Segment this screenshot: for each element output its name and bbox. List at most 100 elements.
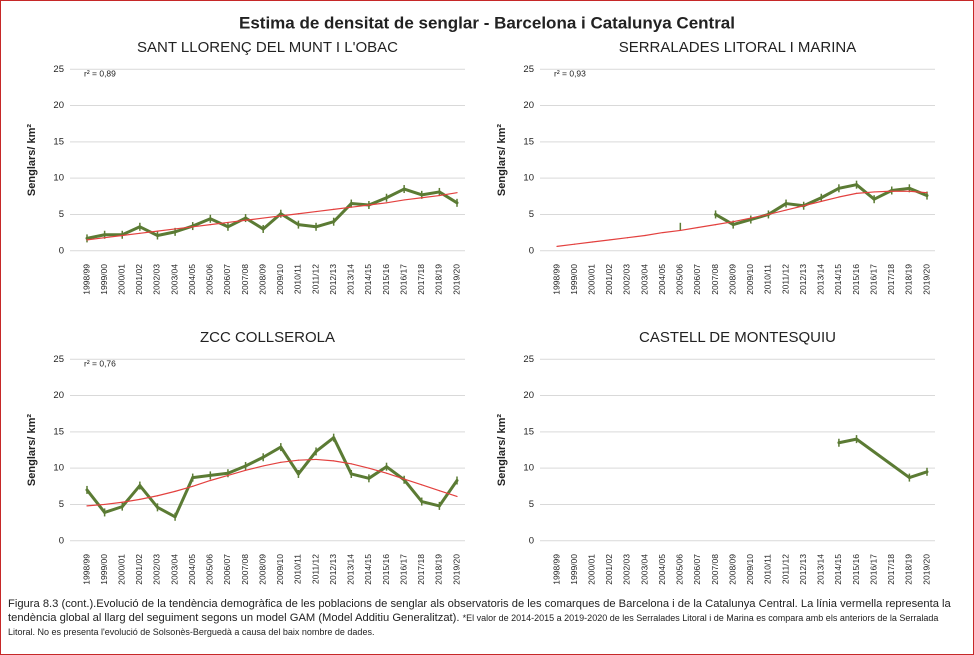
x-tick-label: 1998/99 (551, 554, 561, 585)
x-tick-label: 2017/18 (416, 264, 426, 295)
x-tick-label: 2003/04 (169, 264, 179, 295)
x-tick-label: 2006/07 (692, 264, 702, 295)
line-segment (138, 484, 159, 509)
line-segment (296, 223, 318, 229)
x-tick-label: 2009/10 (275, 554, 285, 585)
line-segment (333, 460, 352, 465)
y-tick-label: 15 (523, 426, 534, 437)
line-segment (855, 437, 911, 480)
line-segment (121, 498, 141, 503)
line-segment (766, 202, 788, 216)
line-segment (662, 229, 681, 234)
line-segment (420, 190, 441, 197)
y-tick-label: 15 (53, 136, 64, 147)
line-segment (279, 445, 300, 476)
x-tick-label: 2018/19 (434, 554, 444, 585)
x-tick-label: 2003/04 (639, 554, 649, 585)
line-segment (732, 217, 752, 223)
line-segment (120, 484, 142, 509)
line-segment (784, 202, 806, 208)
x-tick-label: 2002/03 (152, 264, 162, 295)
line-segment (191, 473, 212, 480)
x-tick-label: 2006/07 (222, 264, 232, 295)
line-segment (714, 221, 734, 226)
line-segment (121, 232, 141, 237)
x-tick-label: 2008/09 (727, 554, 737, 585)
line-segment (86, 503, 106, 507)
line-segment (174, 485, 194, 492)
x-tick-label: 2002/03 (622, 264, 632, 295)
x-tick-label: 2008/09 (257, 264, 267, 295)
annotation: r² = 0,76 (84, 358, 116, 368)
line-segment (908, 190, 928, 194)
x-tick-label: 2000/01 (586, 554, 596, 585)
x-tick-label: 2005/06 (675, 554, 685, 585)
line-segment (244, 455, 265, 468)
y-tick-label: 0 (529, 535, 534, 546)
line-segment (421, 484, 440, 492)
line-segment (349, 472, 371, 480)
x-tick-label: 2007/08 (710, 554, 720, 585)
line-segment (155, 230, 177, 237)
x-tick-label: 2016/17 (398, 554, 408, 585)
x-tick-label: 2001/02 (134, 554, 144, 585)
y-tick-label: 0 (59, 535, 64, 546)
y-tick-label: 20 (523, 100, 534, 111)
x-tick-label: 2007/08 (710, 264, 720, 295)
line-segment (855, 191, 875, 194)
x-tick-label: 2002/03 (152, 554, 162, 585)
line-segment (679, 226, 699, 232)
line-segment (368, 467, 388, 474)
x-tick-label: 2014/15 (833, 554, 843, 585)
line-segment (385, 187, 406, 200)
y-tick-label: 0 (529, 245, 534, 256)
x-tick-label: 2011/12 (780, 554, 790, 584)
line-segment (280, 459, 300, 463)
line-segment (574, 241, 593, 245)
x-tick-label: 2015/16 (381, 554, 391, 585)
x-tick-label: 2008/09 (257, 554, 267, 585)
x-tick-label: 2013/14 (816, 554, 826, 585)
x-tick-label: 2010/11 (763, 554, 773, 584)
line-segment (120, 225, 142, 237)
x-tick-label: 2012/13 (328, 554, 338, 585)
y-axis-label: Senglars/ km² (26, 414, 38, 486)
line-segment (367, 465, 389, 480)
line-segment (420, 500, 441, 508)
line-segment (226, 464, 248, 475)
x-tick-label: 2004/05 (657, 264, 667, 295)
line-segment (332, 202, 353, 224)
x-tick-label: 2015/16 (381, 264, 391, 295)
line-segment (609, 237, 629, 241)
line-segment (556, 243, 576, 247)
line-segment (626, 234, 646, 239)
line-segment (297, 458, 317, 461)
line-segment (591, 239, 611, 243)
line-segment (350, 463, 370, 469)
panel-title: SANT LLORENÇ DEL MUNT I L'OBAC (137, 39, 398, 56)
line-segment (837, 437, 859, 445)
line-segment (367, 196, 389, 207)
y-tick-label: 20 (53, 100, 64, 111)
x-tick-label: 2014/15 (363, 264, 373, 295)
x-tick-label: 1999/00 (569, 264, 579, 295)
line-segment (208, 217, 230, 229)
line-segment (192, 479, 211, 487)
x-tick-label: 2010/11 (293, 264, 303, 294)
line-segment (421, 194, 440, 199)
y-tick-label: 5 (529, 209, 534, 220)
x-tick-label: 2005/06 (675, 264, 685, 295)
x-tick-label: 2003/04 (169, 554, 179, 585)
x-tick-label: 2006/07 (222, 554, 232, 585)
x-tick-label: 2019/20 (921, 264, 931, 295)
x-tick-label: 2006/07 (692, 554, 702, 585)
x-tick-label: 1998/99 (81, 264, 91, 295)
x-tick-label: 2014/15 (363, 554, 373, 585)
x-tick-label: 2000/01 (116, 264, 126, 295)
x-tick-label: 2000/01 (586, 264, 596, 295)
y-tick-label: 5 (59, 499, 64, 510)
line-segment (139, 495, 159, 500)
line-segment (85, 488, 107, 514)
line-segment (697, 224, 717, 229)
y-tick-label: 15 (523, 136, 534, 147)
